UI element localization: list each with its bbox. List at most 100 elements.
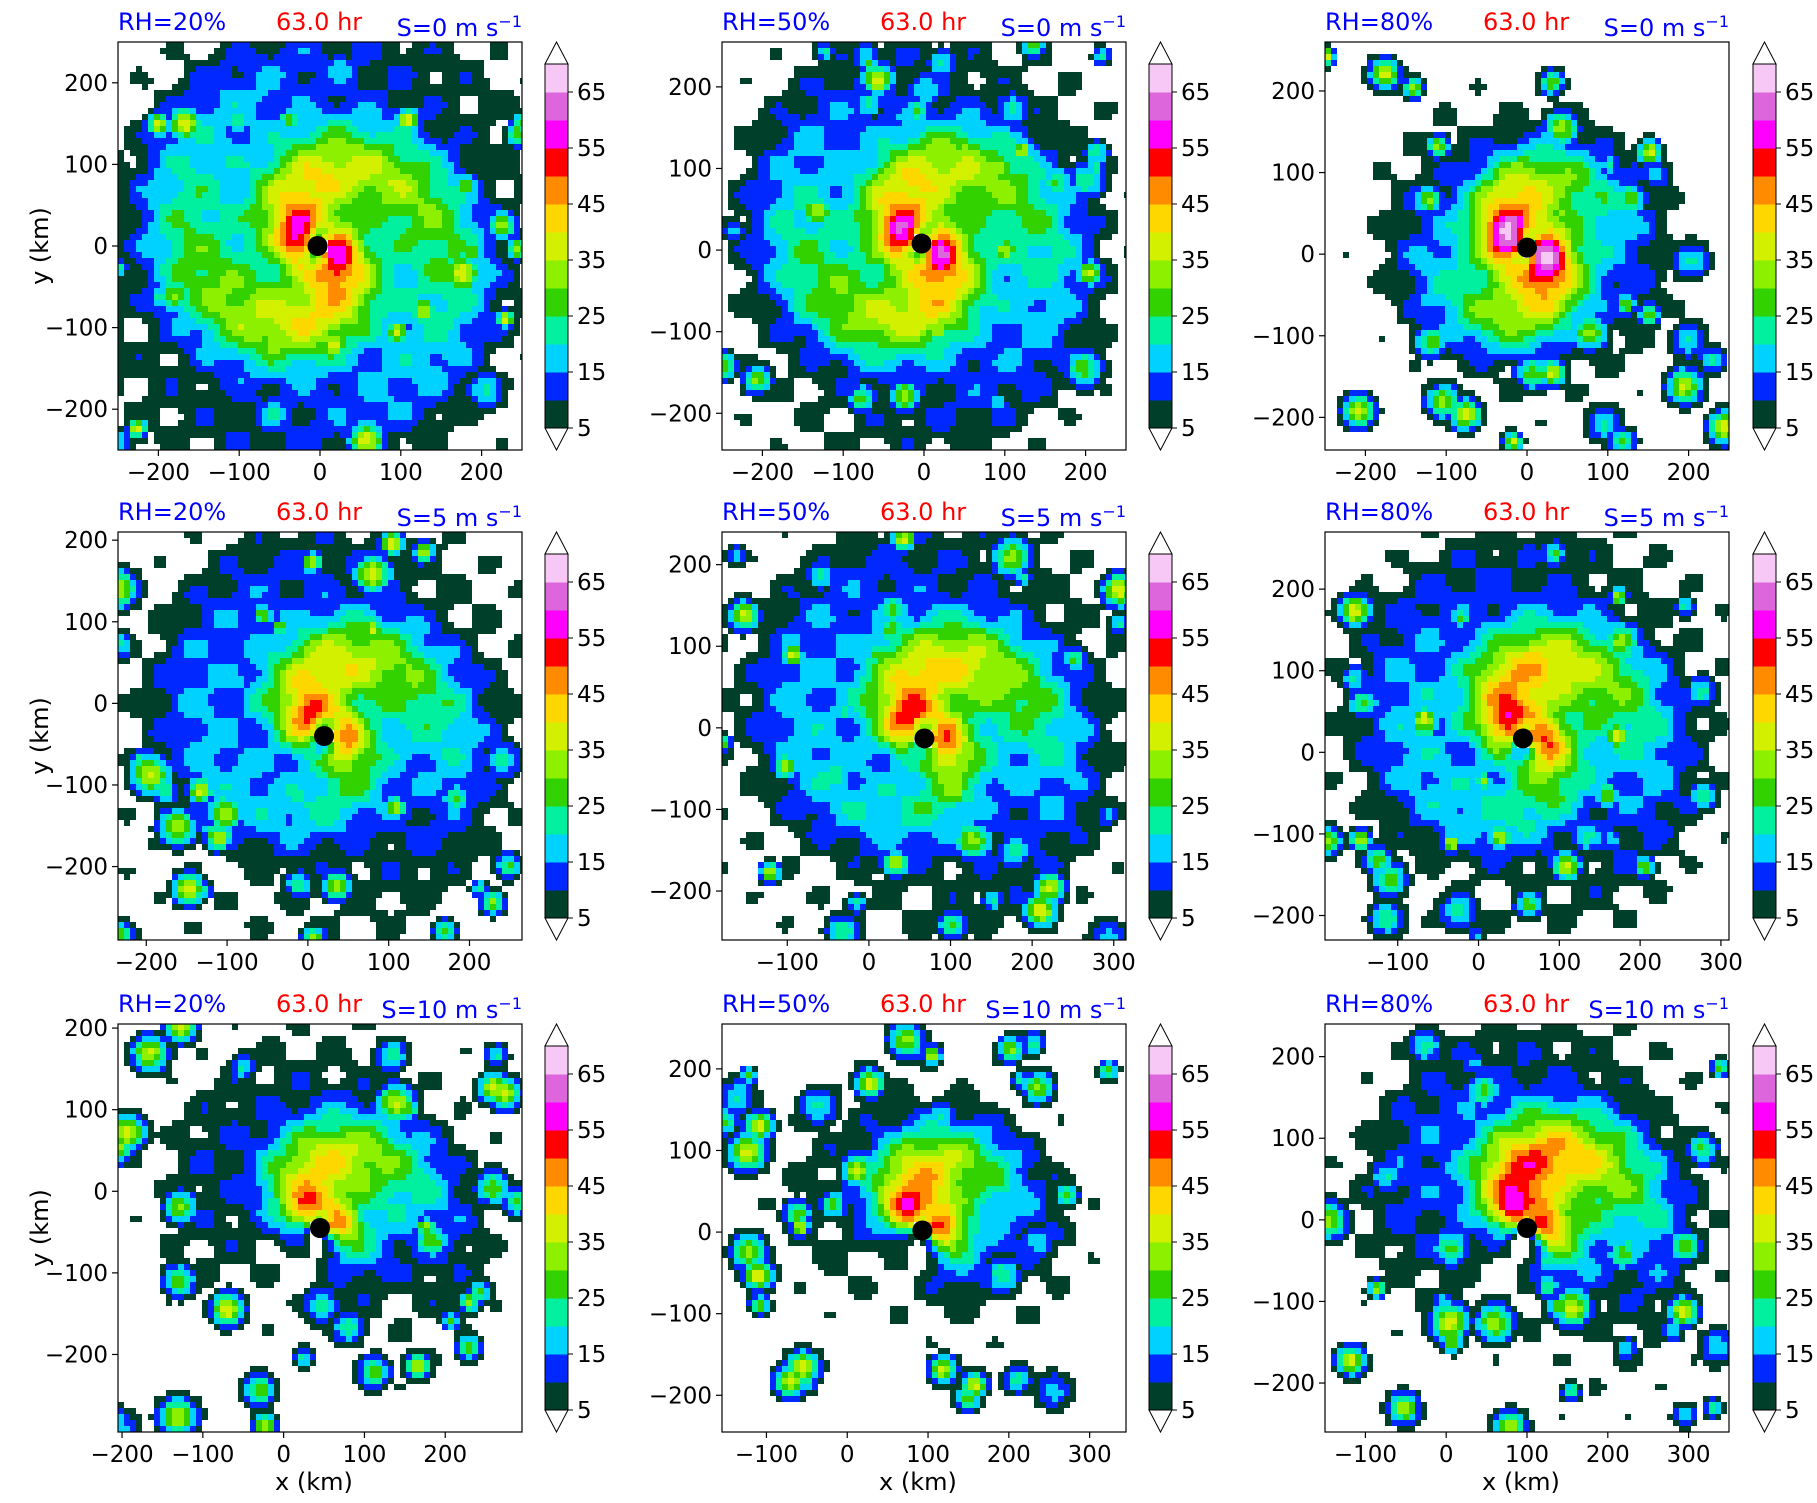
storm-center-marker [308,236,328,256]
colorbar-segment [1753,400,1776,429]
colorbar-segment [1149,344,1172,373]
x-tick-label: 200 [448,950,492,976]
shear-text: S=10 m s [985,996,1102,1024]
colorbar-segment [1753,862,1776,891]
colorbar-segment [1149,806,1172,835]
time-label: 63.0 hr [276,990,362,1018]
y-tick-label: −200 [45,397,108,423]
colorbar-segment [545,232,568,261]
colorbar-tick-label: 65 [577,80,606,106]
colorbar-tick-label: 35 [1181,738,1210,764]
colorbar-segment [1753,666,1776,695]
y-tick-label: −100 [1252,822,1315,848]
x-tick-label: 100 [1537,950,1581,976]
colorbar-tick-label: 25 [1785,304,1814,330]
x-tick-label: 100 [929,950,973,976]
colorbar-tick-label: 15 [577,850,606,876]
colorbar-tick-label: 65 [1785,570,1814,596]
shear-text: S=5 m s [397,504,499,532]
x-axis-label: x (km) [879,1468,957,1496]
colorbar-segment [1149,1270,1172,1299]
y-tick-label: 200 [668,553,712,579]
colorbar-tick-label: 55 [1181,136,1210,162]
colorbar-segment [545,610,568,639]
colorbar-segment [545,176,568,205]
colorbar-segment [545,1382,568,1411]
shear-text: S=10 m s [381,996,498,1024]
colorbar-segment [1753,1074,1776,1103]
storm-center-marker [1517,238,1537,258]
colorbar-tick-label: 5 [577,906,592,932]
colorbar-segment [545,1242,568,1271]
colorbar-segment [1149,1214,1172,1243]
colorbar-tick-label: 5 [1785,906,1800,932]
shear-exponent: −1 [1705,994,1729,1013]
x-tick-label: −100 [812,460,875,486]
y-tick-label: −200 [649,879,712,905]
x-tick-label: −200 [115,950,178,976]
colorbar-tick-label: 5 [1181,1398,1196,1424]
colorbar-segment [1753,1382,1776,1411]
x-tick-label: 100 [983,460,1027,486]
colorbar-segment [1149,92,1172,121]
y-tick-label: 200 [64,528,108,554]
colorbar-segment [545,64,568,93]
colorbar-segment [1149,372,1172,401]
y-tick-label: −200 [45,1342,108,1368]
y-tick-label: 0 [1300,1208,1315,1234]
colorbar-extend-bottom [1753,918,1776,940]
shear-label: S=5 m s−1 [397,498,522,532]
colorbar-extend-bottom [1149,1410,1172,1432]
shear-text: S=10 m s [1588,996,1705,1024]
colorbar-segment [545,1214,568,1243]
colorbar-tick-label: 45 [1785,1174,1814,1200]
colorbar-segment [1753,1186,1776,1215]
colorbar-segment [545,92,568,121]
rh-label: RH=80% [1325,8,1433,36]
x-tick-label: −100 [171,1442,234,1468]
colorbar-segment [545,1326,568,1355]
y-tick-label: −200 [1252,904,1315,930]
y-tick-label: 0 [1300,242,1315,268]
y-tick-label: 100 [1271,659,1315,685]
colorbar-tick-label: 35 [1181,1230,1210,1256]
y-tick-label: 100 [64,1098,108,1124]
colorbar-segment [1149,1382,1172,1411]
colorbar-tick-label: 45 [1181,192,1210,218]
colorbar-tick-label: 45 [1181,1174,1210,1200]
y-tick-label: −100 [1252,1289,1315,1315]
colorbar-segment [1149,722,1172,751]
rh-label: RH=50% [722,8,830,36]
y-tick-label: −200 [649,1383,712,1409]
colorbar-segment [1753,1270,1776,1299]
storm-center-marker [1513,728,1533,748]
time-label: 63.0 hr [276,498,362,526]
y-tick-label: −100 [649,1302,712,1328]
colorbar-segment [1753,890,1776,919]
shear-label: S=0 m s−1 [397,8,522,42]
colorbar-segment [545,862,568,891]
colorbar-tick-label: 25 [1785,1286,1814,1312]
colorbar-segment [1149,148,1172,177]
colorbar-segment [1753,722,1776,751]
colorbar-segment [545,1186,568,1215]
colorbar-segment [1753,554,1776,583]
colorbar-tick-label: 55 [577,626,606,652]
shear-label: S=10 m s−1 [985,990,1126,1024]
y-tick-label: 200 [1271,1045,1315,1071]
colorbar-tick-label: 5 [577,1398,592,1424]
y-tick-label: 0 [697,716,712,742]
colorbar-segment [545,344,568,373]
y-tick-label: 100 [1271,161,1315,187]
colorbar-segment [1753,120,1776,149]
colorbar-tick-label: 55 [577,136,606,162]
colorbar-segment [1149,260,1172,289]
colorbar-segment [545,890,568,919]
y-tick-label: 200 [668,75,712,101]
colorbar-tick-label: 15 [1181,1342,1210,1368]
colorbar-segment [1149,890,1172,919]
